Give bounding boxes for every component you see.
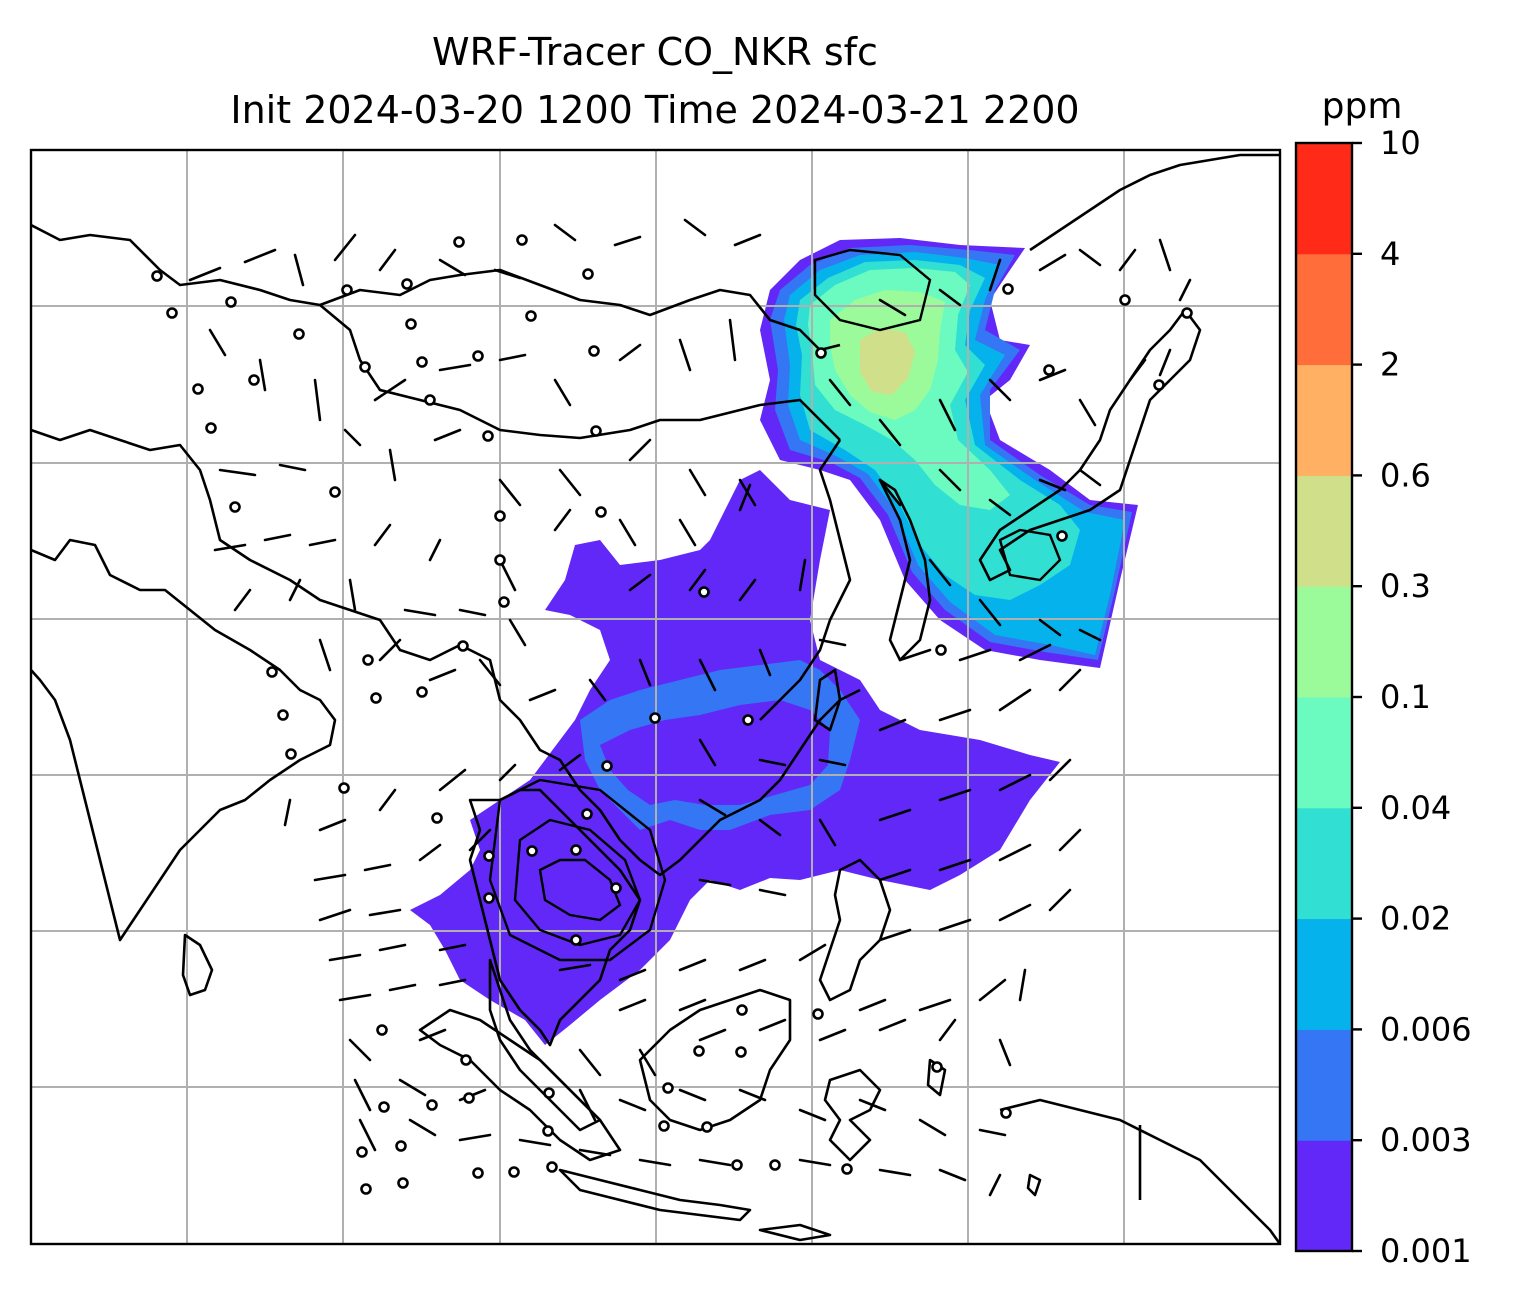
plume-south-band-3 bbox=[600, 700, 830, 805]
map-gridlines bbox=[31, 150, 1280, 1244]
coastline-taiwan bbox=[813, 668, 842, 732]
colorbar-swatch bbox=[1296, 1140, 1352, 1252]
plume-north-core bbox=[860, 328, 915, 395]
coastline-borneo bbox=[638, 988, 792, 1132]
coastline-java bbox=[558, 1168, 752, 1222]
colorbar-tick-label: 0.003 bbox=[1380, 1121, 1472, 1159]
colorbar-swatch bbox=[1296, 143, 1352, 255]
colorbar-tick-labels: 0.001 0.003 0.006 0.02 0.04 0.1 0.3 0.6 2 4 10 bbox=[1352, 124, 1472, 1270]
coastline-new-guinea bbox=[999, 1098, 1280, 1244]
colorbar-tick-label: 0.6 bbox=[1380, 456, 1431, 494]
colorbar-swatch bbox=[1296, 918, 1352, 1030]
border-indochina-china bbox=[459, 643, 861, 877]
coastline-sulawesi bbox=[823, 1068, 882, 1162]
colorbar-swatch bbox=[1296, 253, 1352, 366]
coastlines-and-borders bbox=[31, 153, 1280, 1244]
colorbar-tick-label: 10 bbox=[1380, 124, 1421, 162]
map-title-line-1: WRF-Tracer CO_NKR sfc bbox=[432, 30, 878, 74]
coastline-korea bbox=[878, 478, 932, 662]
border-mongolia bbox=[319, 268, 841, 352]
concentration-contours bbox=[488, 248, 1062, 962]
coastline-malay-peninsula bbox=[488, 958, 602, 1132]
coastline-india bbox=[31, 538, 337, 942]
coastline-russia-east bbox=[1029, 153, 1280, 252]
map-panel bbox=[29, 148, 1282, 1246]
colorbar-swatch bbox=[1296, 1029, 1352, 1141]
wind-barbs bbox=[188, 218, 1192, 1197]
colorbar-swatch bbox=[1296, 475, 1352, 587]
coastline-japan bbox=[978, 308, 1202, 582]
colorbar-tick-label: 0.006 bbox=[1380, 1010, 1472, 1048]
colorbar-tick-label: 0.3 bbox=[1380, 567, 1431, 605]
map-title-line-2: Init 2024-03-20 1200 Time 2024-03-21 220… bbox=[230, 88, 1080, 132]
colorbar-tick-label: 0.02 bbox=[1380, 900, 1451, 938]
colorbar-swatch bbox=[1296, 364, 1352, 476]
calm-wind-markers bbox=[151, 234, 1193, 1195]
border-central-asia bbox=[31, 428, 461, 662]
border-himalaya bbox=[31, 223, 841, 441]
colorbar-swatch bbox=[1296, 807, 1352, 920]
coastline-china-east bbox=[759, 439, 852, 721]
colorbar-swatch bbox=[1296, 697, 1352, 809]
colorbar-unit-label: ppm bbox=[1322, 86, 1403, 127]
coastline-sumatra bbox=[418, 1008, 622, 1162]
colorbar: ppm 0.001 0.003 0.006 0.02 0.04 0.1 0.3 0.6 2 4 10 bbox=[1294, 86, 1472, 1270]
colorbar-tick-label: 0.04 bbox=[1380, 789, 1451, 827]
coastline-sri-lanka bbox=[181, 933, 214, 997]
coastline-indochina bbox=[468, 788, 642, 1047]
colorbar-swatches bbox=[1296, 143, 1352, 1252]
colorbar-tick-label: 0.001 bbox=[1380, 1232, 1472, 1270]
colorbar-tick-label: 4 bbox=[1380, 235, 1400, 273]
colorbar-tick-label: 2 bbox=[1380, 346, 1400, 384]
colorbar-swatch bbox=[1296, 586, 1352, 698]
colorbar-tick-label: 0.1 bbox=[1380, 678, 1431, 716]
